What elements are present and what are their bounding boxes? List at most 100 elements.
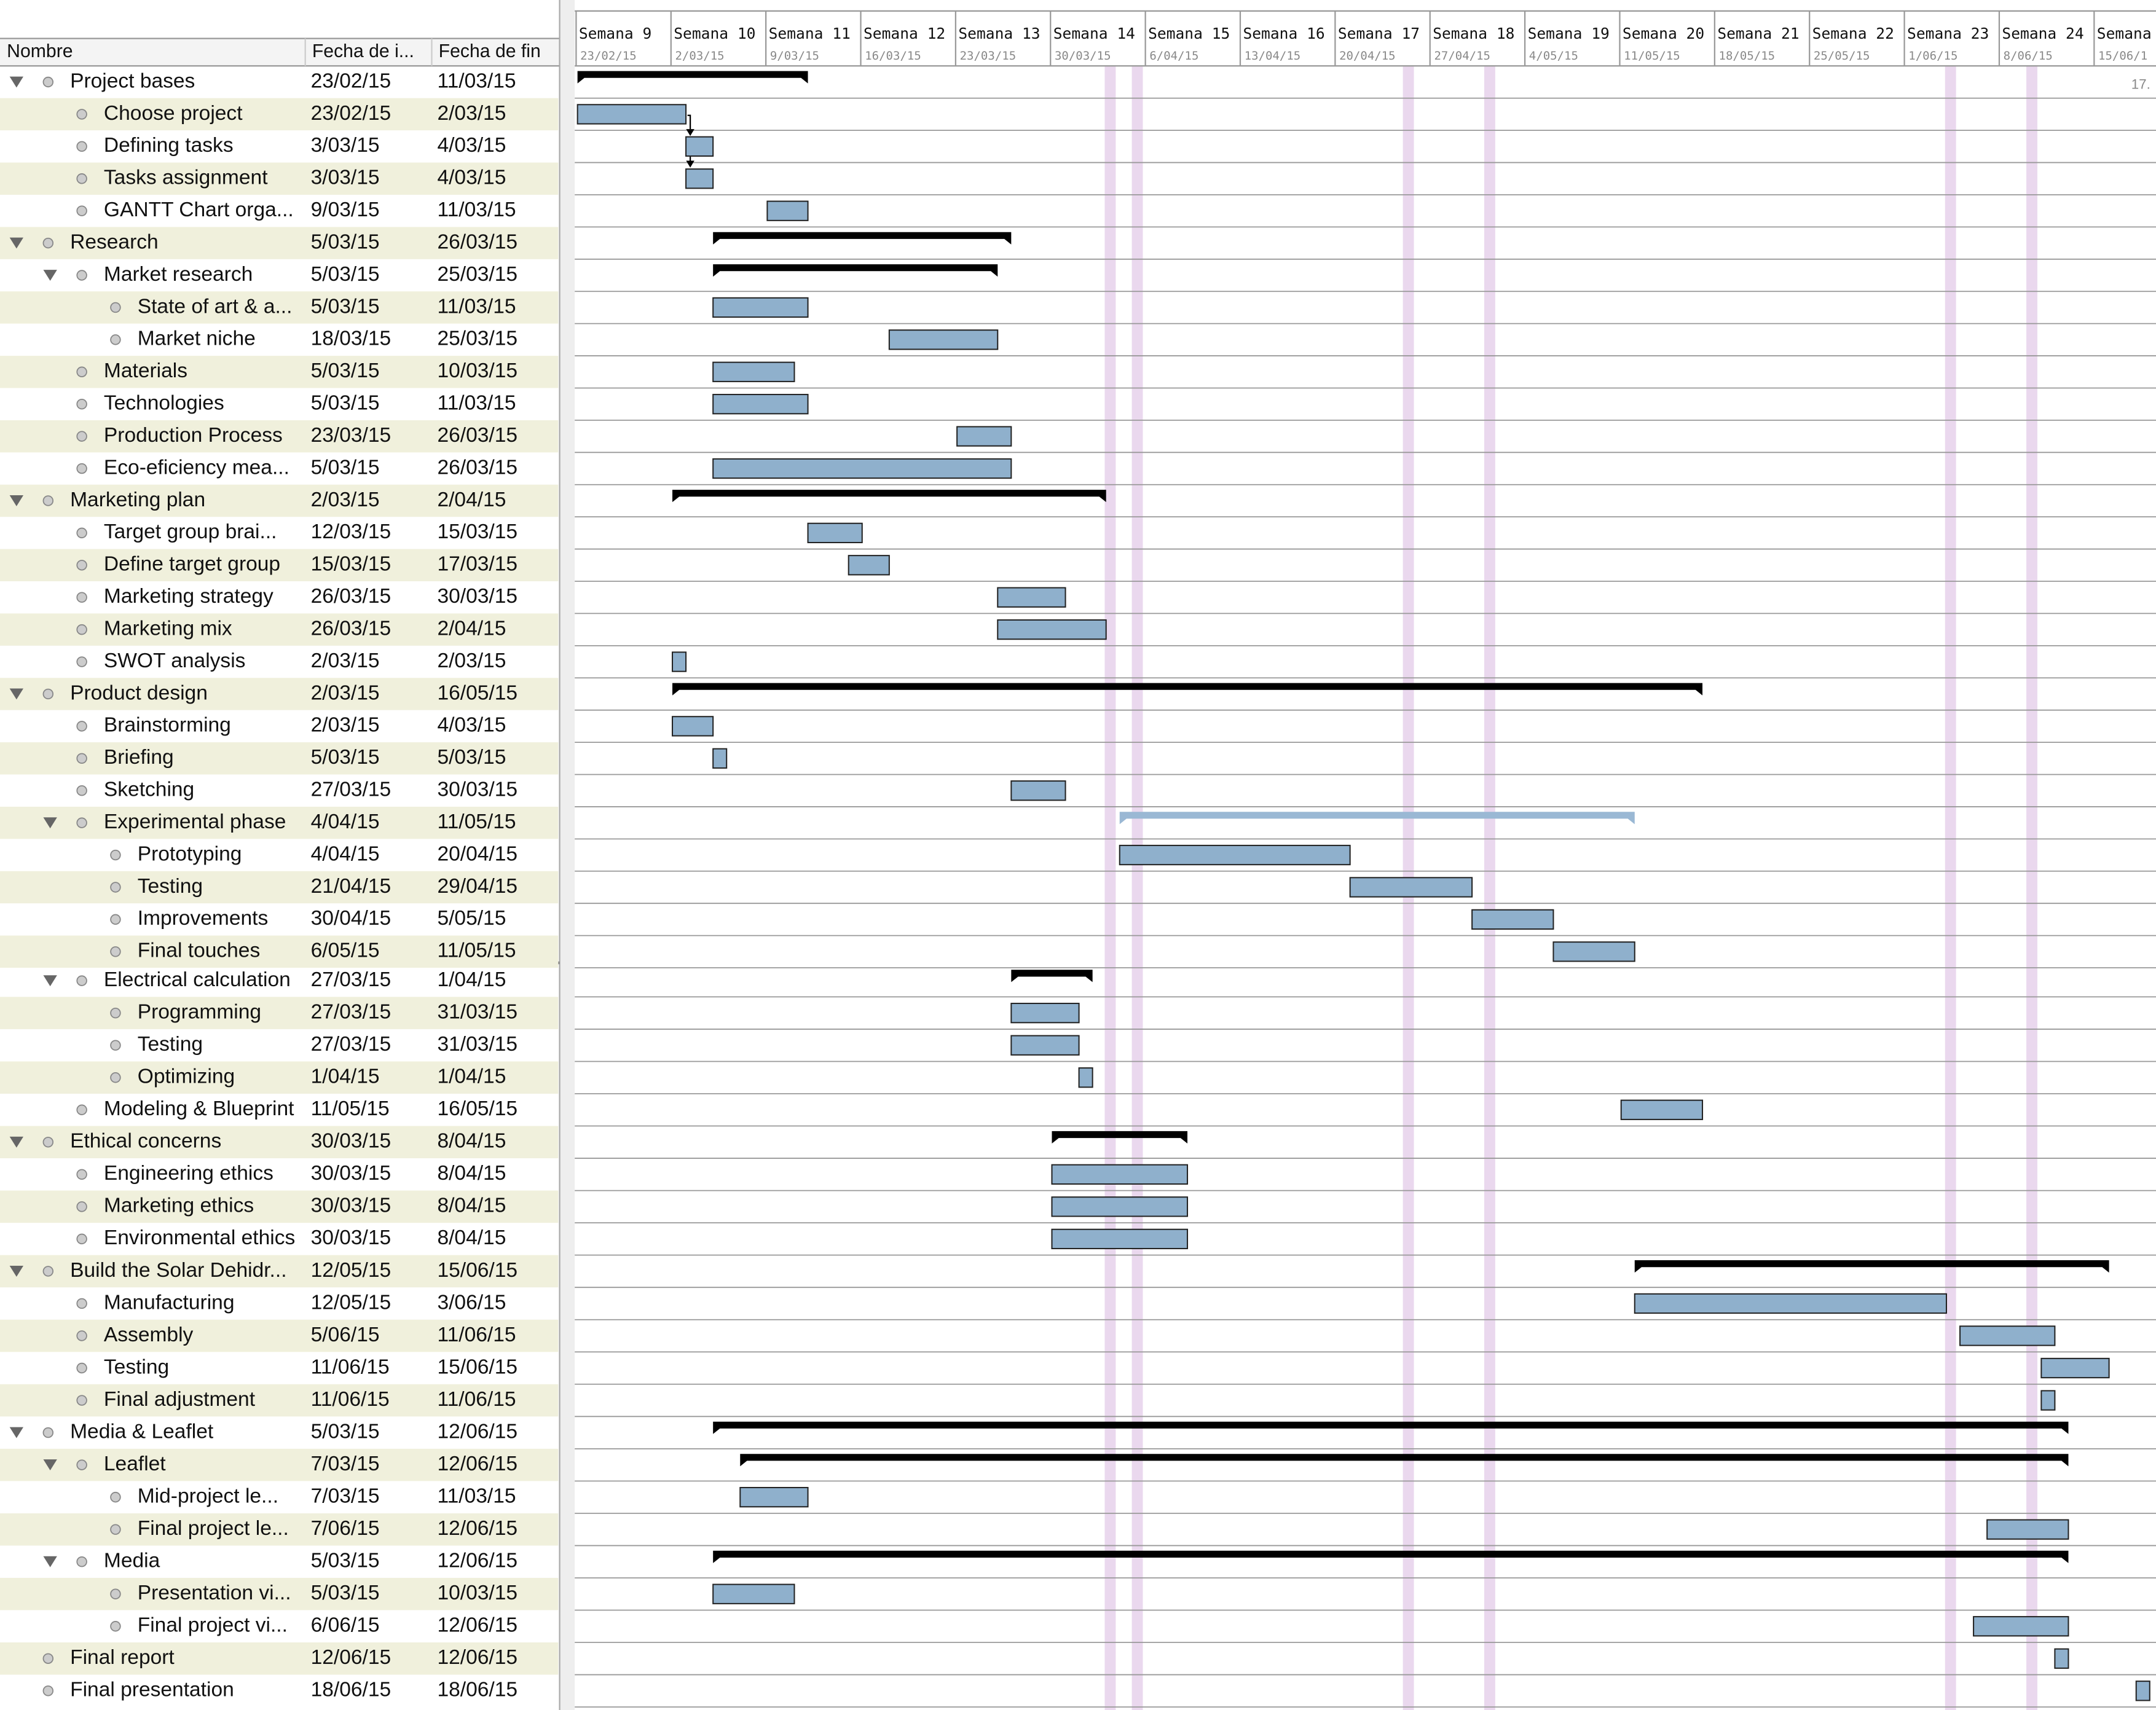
task-name[interactable]: Tasks assignment <box>104 167 268 189</box>
expand-toggle[interactable] <box>9 76 24 88</box>
task-bar[interactable] <box>712 748 728 769</box>
task-name[interactable]: Choose project <box>104 102 243 125</box>
summary-bar[interactable] <box>713 1550 2069 1563</box>
task-bar[interactable] <box>1471 909 1554 930</box>
task-name[interactable]: Optimizing <box>138 1065 235 1088</box>
task-name[interactable]: Ethical concerns <box>70 1130 221 1153</box>
task-name[interactable]: Market research <box>104 263 253 286</box>
task-bar[interactable] <box>672 716 714 737</box>
task-bar[interactable] <box>1119 844 1351 866</box>
task-bar[interactable] <box>1959 1325 2056 1346</box>
summary-bar[interactable] <box>740 1454 2069 1467</box>
task-bar[interactable] <box>685 136 714 157</box>
task-name[interactable]: Modeling & Blueprint <box>104 1097 294 1120</box>
splitter[interactable] <box>559 0 575 1710</box>
task-name[interactable]: Media <box>104 1550 160 1572</box>
task-bar[interactable] <box>1010 1035 1080 1056</box>
task-name[interactable]: Production Process <box>104 424 283 447</box>
task-bar[interactable] <box>712 458 1012 479</box>
task-name[interactable]: State of art & a... <box>138 295 293 318</box>
task-name[interactable]: Testing <box>104 1355 169 1378</box>
task-bar[interactable] <box>888 329 999 350</box>
task-name[interactable]: Final touches <box>138 939 261 962</box>
task-name[interactable]: Eco-eficiency mea... <box>104 456 289 479</box>
task-bar[interactable] <box>2135 1681 2150 1701</box>
task-bar[interactable] <box>685 168 714 189</box>
task-name[interactable]: Final adjustment <box>104 1388 256 1411</box>
task-name[interactable]: Electrical calculation <box>104 968 291 991</box>
task-name[interactable]: SWOT analysis <box>104 649 246 672</box>
task-name[interactable]: Leaflet <box>104 1453 166 1475</box>
task-bar[interactable] <box>1349 877 1473 898</box>
task-bar[interactable] <box>997 587 1066 608</box>
task-name[interactable]: Testing <box>138 875 203 898</box>
task-bar[interactable] <box>1010 780 1066 801</box>
expand-toggle[interactable] <box>43 975 57 987</box>
task-bar[interactable] <box>1010 1003 1080 1024</box>
task-name[interactable]: Market niche <box>138 327 256 350</box>
summary-bar[interactable] <box>1052 1131 1188 1144</box>
task-bar[interactable] <box>1620 1099 1704 1120</box>
task-bar[interactable] <box>1973 1616 2069 1637</box>
task-name[interactable]: Final report <box>70 1646 175 1669</box>
task-name[interactable]: Marketing ethics <box>104 1194 254 1217</box>
task-bar[interactable] <box>712 361 795 382</box>
task-bar[interactable] <box>1051 1196 1189 1217</box>
task-name[interactable]: Research <box>70 230 159 253</box>
task-name[interactable]: Brainstorming <box>104 714 231 737</box>
task-name[interactable]: Programming <box>138 1001 261 1024</box>
task-name[interactable]: Materials <box>104 359 187 382</box>
task-name[interactable]: GANTT Chart orga... <box>104 198 294 221</box>
task-bar[interactable] <box>672 651 687 672</box>
task-name[interactable]: Manufacturing <box>104 1291 235 1314</box>
task-name[interactable]: Define target group <box>104 553 280 576</box>
task-bar[interactable] <box>1078 1067 1093 1088</box>
task-bar[interactable] <box>1051 1228 1189 1250</box>
task-name[interactable]: Build the Solar Dehidr... <box>70 1259 286 1282</box>
summary-bar[interactable] <box>713 1421 2069 1434</box>
summary-bar[interactable] <box>672 683 1703 696</box>
task-bar[interactable] <box>807 522 863 544</box>
task-bar[interactable] <box>766 200 809 221</box>
expand-toggle[interactable] <box>9 688 24 700</box>
task-bar[interactable] <box>712 394 809 415</box>
task-name[interactable]: Mid-project le... <box>138 1485 278 1508</box>
summary-bar[interactable] <box>1634 1260 2109 1273</box>
expand-toggle[interactable] <box>9 1265 24 1277</box>
task-bar[interactable] <box>576 104 687 125</box>
expand-toggle[interactable] <box>43 817 57 829</box>
task-bar[interactable] <box>1986 1519 2069 1540</box>
task-bar[interactable] <box>739 1486 809 1508</box>
summary-bar[interactable] <box>672 490 1106 503</box>
task-name[interactable]: Target group brai... <box>104 520 277 543</box>
task-name[interactable]: Technologies <box>104 392 224 415</box>
task-bar[interactable] <box>2040 1390 2056 1411</box>
task-name[interactable]: Final project le... <box>138 1517 289 1540</box>
summary-bar[interactable] <box>1119 812 1635 825</box>
task-name[interactable]: Product design <box>70 681 208 704</box>
column-header[interactable]: Fecha de i... <box>312 41 414 61</box>
task-bar[interactable] <box>997 619 1107 640</box>
expand-toggle[interactable] <box>43 1459 57 1471</box>
task-name[interactable]: Project bases <box>70 69 195 92</box>
expand-toggle[interactable] <box>43 1556 57 1567</box>
task-name[interactable]: Prototyping <box>138 842 242 865</box>
column-header[interactable]: Nombre <box>7 41 73 61</box>
task-name[interactable]: Final project vi... <box>138 1614 288 1637</box>
task-name[interactable]: Presentation vi... <box>138 1582 291 1604</box>
task-name[interactable]: Defining tasks <box>104 134 234 157</box>
task-name[interactable]: Environmental ethics <box>104 1226 295 1249</box>
task-bar[interactable] <box>2054 1648 2069 1669</box>
task-name[interactable]: Assembly <box>104 1324 194 1346</box>
expand-toggle[interactable] <box>9 237 24 249</box>
task-bar[interactable] <box>956 426 1012 447</box>
task-bar[interactable] <box>1552 941 1635 962</box>
task-name[interactable]: Marketing strategy <box>104 585 273 608</box>
summary-bar[interactable] <box>1011 970 1093 982</box>
task-name[interactable]: Briefing <box>104 746 174 769</box>
task-name[interactable]: Marketing mix <box>104 617 232 640</box>
task-name[interactable]: Improvements <box>138 907 269 930</box>
summary-bar[interactable] <box>577 71 808 84</box>
task-bar[interactable] <box>712 1583 795 1604</box>
expand-toggle[interactable] <box>9 1427 24 1438</box>
